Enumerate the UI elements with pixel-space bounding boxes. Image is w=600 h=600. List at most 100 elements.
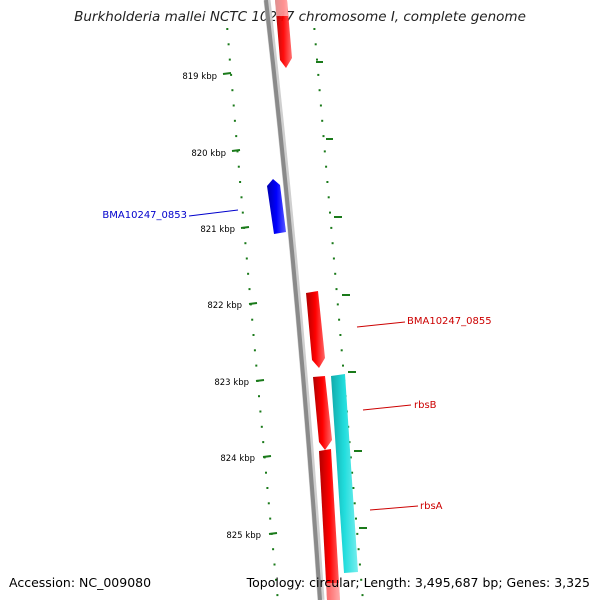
gene-BMA10247_0853[interactable] — [267, 179, 286, 234]
minor-tick-dot — [332, 257, 335, 260]
minor-tick-dot — [252, 334, 255, 336]
minor-tick-dot — [266, 487, 269, 489]
minor-tick-dot — [339, 334, 342, 336]
minor-tick-dot — [342, 364, 344, 367]
minor-tick-dot — [356, 532, 359, 535]
tick-label-822: 822 kbp — [207, 301, 242, 311]
map-title: Burkholderia mallei NCTC 10247 chromosom… — [74, 9, 526, 25]
gene-rbsA-fade — [326, 583, 340, 600]
gene-label-rbsB[interactable]: rbsB — [414, 400, 437, 411]
gene-rbsB[interactable] — [313, 376, 332, 450]
minor-tick-dot — [316, 58, 318, 61]
tick-labels: 819 kbp 820 kbp 821 kbp 822 kbp 823 kbp … — [182, 72, 261, 541]
minor-tick-dot — [269, 517, 272, 520]
gene-top-partial[interactable] — [275, 0, 292, 68]
minor-tick-dot — [336, 303, 339, 306]
major-tick-819 — [222, 72, 232, 75]
minor-tick-dot — [247, 272, 250, 275]
minor-tick-dot — [233, 119, 236, 122]
major-tick-823 — [255, 379, 265, 382]
minor-tick-dot — [340, 349, 343, 352]
minor-tick-dot — [322, 135, 325, 138]
minor-tick-dot — [239, 181, 242, 183]
outer-tick-arc — [313, 28, 364, 597]
leader-BMA10247_0855 — [356, 321, 406, 328]
minor-tick-dot — [349, 456, 352, 459]
minor-tick-dot — [275, 578, 277, 581]
minor-tick-dot — [357, 548, 360, 551]
minor-tick-dot — [273, 563, 276, 566]
minor-tick-dot — [353, 502, 356, 505]
minor-tick-dot — [240, 196, 243, 199]
gene-rbsA[interactable] — [319, 449, 340, 600]
minor-tick-dot — [351, 471, 354, 474]
gene-labels: BMA10247_0853 BMA10247_0855 rbsB rbsA — [102, 210, 491, 512]
leader-lines — [188, 209, 419, 511]
backbone — [264, 0, 322, 600]
minor-tick-dot — [335, 288, 338, 291]
minor-tick-dot — [360, 578, 363, 581]
minor-tick-dot — [251, 318, 254, 321]
tick-label-820: 820 kbp — [191, 149, 226, 159]
minor-tick-dot — [228, 58, 231, 61]
minor-tick-dot — [331, 242, 334, 245]
accession-text: Accession: NC_009080 — [9, 575, 152, 590]
minor-tick-dot — [237, 165, 240, 168]
minor-tick-dot — [231, 89, 234, 92]
minor-tick-dot — [319, 104, 322, 107]
minor-tick-dot — [327, 196, 330, 199]
gene-top-partial-fade — [275, 0, 288, 16]
minor-tick-dot — [329, 211, 331, 214]
tick-label-819: 819 kbp — [182, 72, 217, 82]
minor-tick-dot — [321, 119, 324, 122]
minor-tick-dot — [330, 226, 333, 229]
minor-tick-dot — [317, 73, 320, 76]
minor-tick-dot — [361, 594, 364, 597]
tick-label-825: 825 kbp — [226, 531, 261, 541]
gene-label-BMA10247_0853[interactable]: BMA10247_0853 — [102, 210, 187, 221]
minor-tick-dot — [334, 272, 337, 275]
backbone-group — [263, 0, 325, 600]
minor-tick-dot — [262, 441, 265, 444]
gene-features — [267, 0, 358, 600]
tick-label-823: 823 kbp — [214, 378, 249, 388]
leader-BMA10247_0853 — [188, 209, 239, 217]
minor-tick-dot — [276, 594, 279, 597]
minor-tick-dot — [267, 502, 270, 505]
major-tick-825 — [268, 532, 278, 535]
minor-tick-dot — [318, 89, 321, 92]
minor-tick-dot — [314, 43, 317, 46]
outer-major-dashes — [316, 61, 367, 529]
minor-tick-dot — [338, 318, 341, 321]
minor-tick-dot — [232, 104, 235, 107]
minor-tick-dot — [241, 211, 244, 214]
minor-tick-dot — [259, 410, 262, 413]
minor-tick-dot — [226, 28, 229, 30]
gene-BMA10247_0855[interactable] — [306, 291, 325, 368]
inner-tick-arc — [226, 28, 279, 597]
minor-tick-dot — [260, 425, 263, 428]
minor-tick-dot — [235, 135, 238, 138]
major-tick-822 — [248, 302, 258, 305]
minor-tick-dot — [352, 487, 355, 489]
major-tick-820 — [231, 149, 241, 152]
gene-label-BMA10247_0855[interactable]: BMA10247_0855 — [407, 316, 492, 327]
minor-tick-dot — [323, 150, 326, 153]
minor-tick-dot — [227, 43, 230, 46]
major-tick-821 — [240, 226, 250, 229]
tick-label-824: 824 kbp — [220, 454, 255, 464]
minor-tick-dot — [358, 563, 361, 566]
minor-tick-dot — [258, 395, 260, 398]
gene-label-rbsA[interactable]: rbsA — [420, 501, 443, 512]
minor-tick-dot — [313, 28, 316, 30]
minor-tick-dot — [272, 548, 275, 551]
leader-rbsB — [362, 404, 412, 411]
minor-tick-dot — [253, 349, 256, 352]
cyan-feature[interactable] — [331, 374, 358, 573]
minor-tick-dot — [244, 242, 247, 245]
minor-tick-dot — [230, 73, 233, 76]
minor-tick-dot — [245, 257, 248, 260]
minor-tick-dot — [248, 288, 251, 291]
leader-rbsA — [369, 505, 419, 511]
